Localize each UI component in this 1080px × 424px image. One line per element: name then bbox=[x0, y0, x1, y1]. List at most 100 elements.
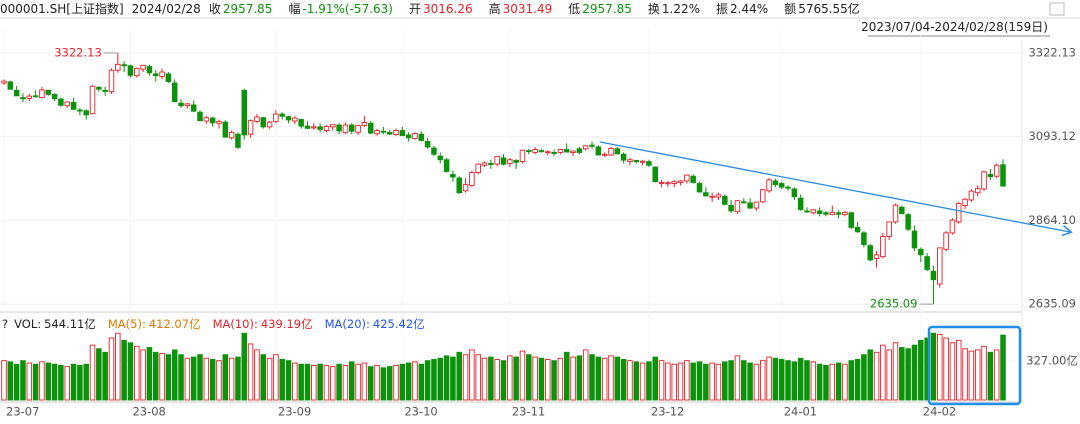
candle-body bbox=[582, 145, 589, 150]
candle-body bbox=[488, 162, 494, 165]
volume-bar bbox=[633, 361, 640, 401]
volume-bar bbox=[437, 357, 444, 401]
y-tick-label: 3093.12 bbox=[1028, 129, 1076, 143]
candle-body bbox=[481, 162, 488, 166]
candle-body bbox=[759, 189, 766, 203]
candle-body bbox=[551, 152, 557, 154]
candle-body bbox=[330, 124, 336, 128]
field-value: 5765.55亿 bbox=[798, 2, 860, 16]
candle-body bbox=[962, 198, 968, 206]
candle-body bbox=[557, 149, 564, 153]
candle-body bbox=[349, 124, 355, 132]
volume-bar bbox=[563, 351, 570, 401]
volume-bar bbox=[197, 354, 203, 401]
help[interactable]: ? bbox=[2, 317, 9, 331]
candle-body bbox=[443, 159, 450, 172]
candle-body bbox=[532, 149, 538, 153]
candle-body bbox=[273, 113, 279, 122]
volume-bar bbox=[778, 359, 785, 401]
volume-bar bbox=[639, 362, 646, 401]
candle-body bbox=[127, 65, 134, 76]
volume-bar bbox=[361, 362, 368, 401]
volume-bar bbox=[190, 356, 197, 401]
volume-bar bbox=[677, 362, 684, 401]
candle-body bbox=[39, 89, 45, 99]
volume-bar bbox=[235, 356, 241, 401]
candle-body bbox=[209, 117, 216, 124]
candle-body bbox=[974, 188, 981, 194]
volume-bar bbox=[450, 356, 456, 401]
candle-body bbox=[993, 164, 1000, 177]
field-value: 2.44% bbox=[730, 2, 769, 16]
field-label: 换 bbox=[647, 2, 660, 16]
volume-field: MA(10): 439.19亿 bbox=[213, 317, 319, 331]
date: 2024/02/28 bbox=[131, 2, 201, 16]
volume-field: VOL: 544.11亿 bbox=[14, 317, 102, 331]
trend-line bbox=[599, 141, 1070, 232]
volume-bar bbox=[254, 349, 260, 401]
candle-body bbox=[911, 230, 918, 249]
candle-body bbox=[526, 150, 532, 153]
field-label: MA(5): bbox=[107, 317, 146, 331]
window-icon[interactable] bbox=[1049, 2, 1065, 16]
volume-bar bbox=[570, 356, 576, 401]
field-label: MA(10): bbox=[212, 317, 258, 331]
volume-bar bbox=[462, 354, 469, 401]
volume-bar bbox=[1, 360, 7, 401]
volume-bar bbox=[386, 366, 393, 401]
candle-body bbox=[500, 157, 507, 165]
annotation: 2635.09 bbox=[870, 297, 918, 311]
volume-bar bbox=[367, 366, 374, 401]
candle-body bbox=[45, 89, 52, 95]
candle-body bbox=[20, 97, 26, 100]
candle-body bbox=[83, 110, 89, 116]
y-tick-label: 2635.09 bbox=[1028, 297, 1076, 311]
volume-bar bbox=[393, 364, 399, 401]
candle-body bbox=[570, 150, 576, 153]
volume-bar bbox=[102, 351, 108, 401]
volume-bar bbox=[171, 349, 178, 401]
candle-body bbox=[247, 120, 254, 135]
volume-bar bbox=[127, 342, 134, 401]
volume-bar bbox=[886, 349, 892, 401]
candle-body bbox=[456, 177, 462, 194]
x-tick-label: 24-01 bbox=[784, 405, 817, 419]
volume-bar bbox=[614, 356, 621, 401]
volume-bar bbox=[115, 332, 121, 401]
volume-bar bbox=[507, 355, 513, 401]
symbol: 000001.SH[上证指数] bbox=[0, 2, 124, 16]
candle-body bbox=[690, 175, 696, 183]
field-value: 412.07亿 bbox=[148, 317, 201, 331]
candle-body bbox=[715, 194, 722, 198]
volume-bar bbox=[835, 362, 842, 401]
volume-bar bbox=[279, 359, 285, 401]
volume-bar bbox=[905, 348, 911, 401]
volume-bar bbox=[140, 349, 146, 401]
volume-bar bbox=[247, 343, 254, 401]
candle-body bbox=[399, 130, 406, 137]
volume-bar bbox=[589, 354, 595, 401]
candle-body bbox=[292, 117, 298, 122]
candle-body bbox=[77, 109, 83, 112]
volume-bar bbox=[500, 360, 507, 401]
volume-bar bbox=[39, 361, 45, 401]
volume-bar bbox=[336, 363, 342, 401]
candle-body bbox=[696, 183, 703, 193]
candle-body bbox=[405, 134, 412, 139]
candle-body bbox=[96, 86, 102, 90]
volume-bar bbox=[165, 354, 172, 401]
field-label: 额 bbox=[784, 2, 797, 16]
candle-body bbox=[835, 212, 842, 215]
date-range[interactable]: 2023/07/04-2024/02/28(159日) bbox=[861, 20, 1048, 34]
volume-bar bbox=[842, 363, 848, 401]
candle-body bbox=[905, 214, 911, 230]
candle-body bbox=[279, 113, 285, 117]
volume-bar bbox=[791, 361, 798, 401]
field-value: 2957.85 bbox=[222, 2, 273, 16]
volume-bar bbox=[627, 360, 633, 401]
volume-bar bbox=[646, 361, 652, 401]
volume-bar bbox=[494, 359, 500, 401]
candle-body bbox=[184, 103, 191, 107]
candle-body bbox=[70, 101, 77, 110]
